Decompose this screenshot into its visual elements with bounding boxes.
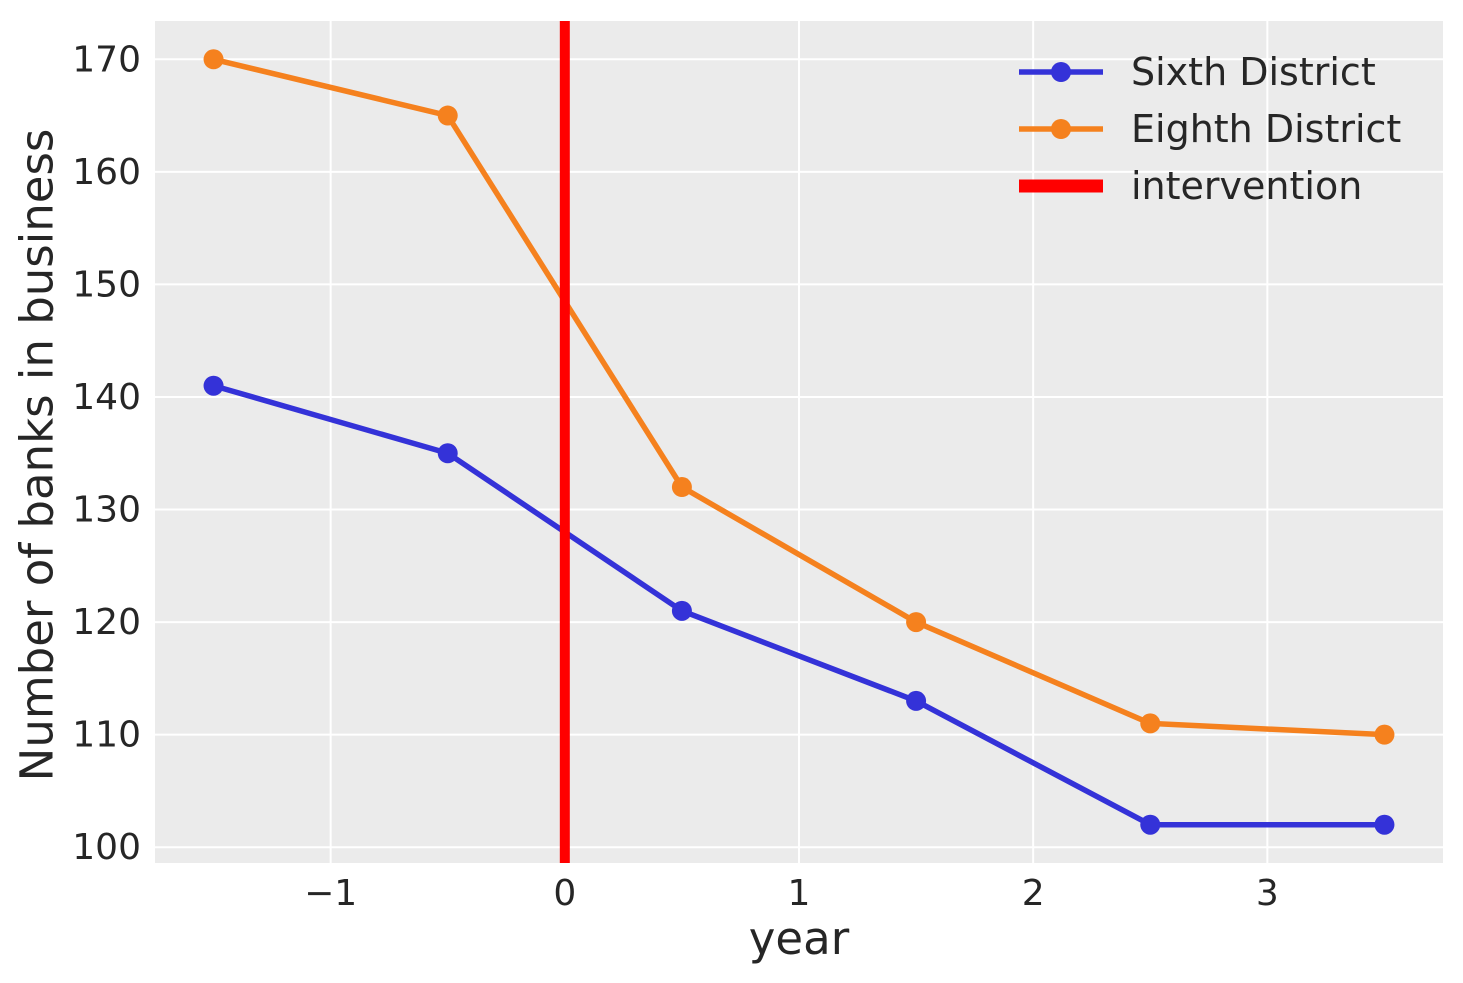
y-tick-label: 140 bbox=[72, 377, 141, 418]
legend-label: Eighth District bbox=[1131, 106, 1402, 151]
y-tick-label: 150 bbox=[72, 264, 141, 305]
y-tick-label: 160 bbox=[72, 152, 141, 193]
y-tick-label: 120 bbox=[72, 602, 141, 643]
data-point-marker bbox=[1140, 814, 1161, 835]
series-line-0 bbox=[212, 383, 1385, 828]
line-marker-swatch-icon bbox=[1019, 61, 1103, 82]
x-tick-label: −1 bbox=[304, 873, 357, 914]
y-tick-label: 100 bbox=[72, 827, 141, 868]
legend-label: intervention bbox=[1131, 163, 1363, 208]
x-tick-label: 1 bbox=[788, 873, 811, 914]
y-axis-label: Number of banks in business bbox=[10, 128, 64, 782]
data-point-marker bbox=[906, 612, 927, 633]
data-point-marker bbox=[437, 443, 458, 464]
data-point-marker bbox=[1374, 724, 1395, 745]
series-line-1 bbox=[212, 56, 1385, 738]
legend-item-intervention: intervention bbox=[1016, 157, 1401, 214]
x-tick-label: 0 bbox=[553, 873, 576, 914]
legend-item-sixth-district: Sixth District bbox=[1016, 43, 1401, 100]
line-marker-swatch-icon bbox=[1019, 118, 1103, 139]
legend-item-eighth-district: Eighth District bbox=[1016, 100, 1401, 157]
data-point-marker bbox=[203, 49, 224, 70]
data-point-marker bbox=[1140, 713, 1161, 734]
legend-label: Sixth District bbox=[1131, 49, 1376, 94]
data-point-marker bbox=[671, 600, 692, 621]
data-point-marker bbox=[906, 690, 927, 711]
y-tick-label: 170 bbox=[72, 39, 141, 80]
y-tick-label: 130 bbox=[72, 490, 141, 531]
thick-line-swatch-icon bbox=[1019, 179, 1103, 192]
data-point-marker bbox=[203, 375, 224, 396]
y-tick-label: 110 bbox=[72, 715, 141, 756]
data-point-marker bbox=[437, 105, 458, 126]
data-point-marker bbox=[671, 477, 692, 498]
legend: Sixth District Eighth District intervent… bbox=[1016, 43, 1401, 214]
x-axis-label: year bbox=[748, 912, 850, 965]
x-tick-label: 3 bbox=[1256, 873, 1279, 914]
x-tick-label: 2 bbox=[1022, 873, 1045, 914]
data-point-marker bbox=[1374, 814, 1395, 835]
